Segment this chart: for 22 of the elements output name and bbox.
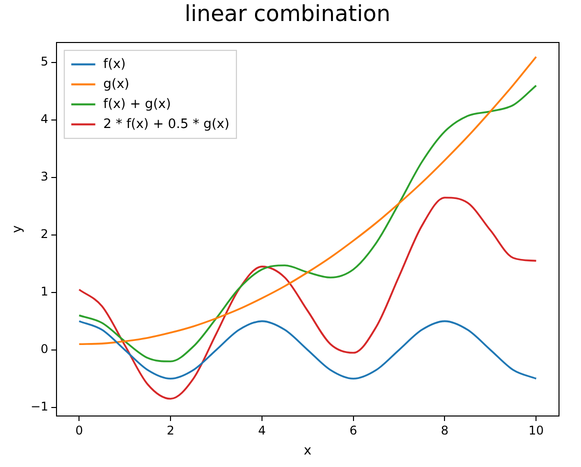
x-tick-label: 2 [166, 423, 174, 438]
legend-label: f(x) [103, 56, 126, 72]
x-tick-label: 4 [258, 423, 266, 438]
legend-label: 2 * f(x) + 0.5 * g(x) [103, 116, 230, 132]
line-series [78, 196, 538, 400]
x-tick-label: 0 [75, 423, 83, 438]
y-tick-label: −1 [30, 400, 48, 414]
x-tick-label: 10 [528, 423, 544, 438]
y-tick-label: 4 [40, 112, 48, 126]
chart-title: linear combination [184, 2, 390, 27]
y-tick-label: 5 [40, 54, 48, 69]
y-tick-label: 0 [40, 342, 48, 356]
line-series [78, 320, 538, 380]
y-tick-label: 3 [40, 170, 48, 184]
legend-label: g(x) [103, 76, 130, 92]
x-axis-title: x [304, 444, 312, 459]
y-tick-label: 1 [40, 284, 48, 299]
legend-label: f(x) + g(x) [103, 96, 171, 112]
y-tick-label: 2 [40, 227, 48, 242]
x-tick-label: 6 [350, 423, 358, 438]
x-tick-label: 8 [440, 423, 449, 438]
y-axis-title: y [10, 225, 26, 234]
